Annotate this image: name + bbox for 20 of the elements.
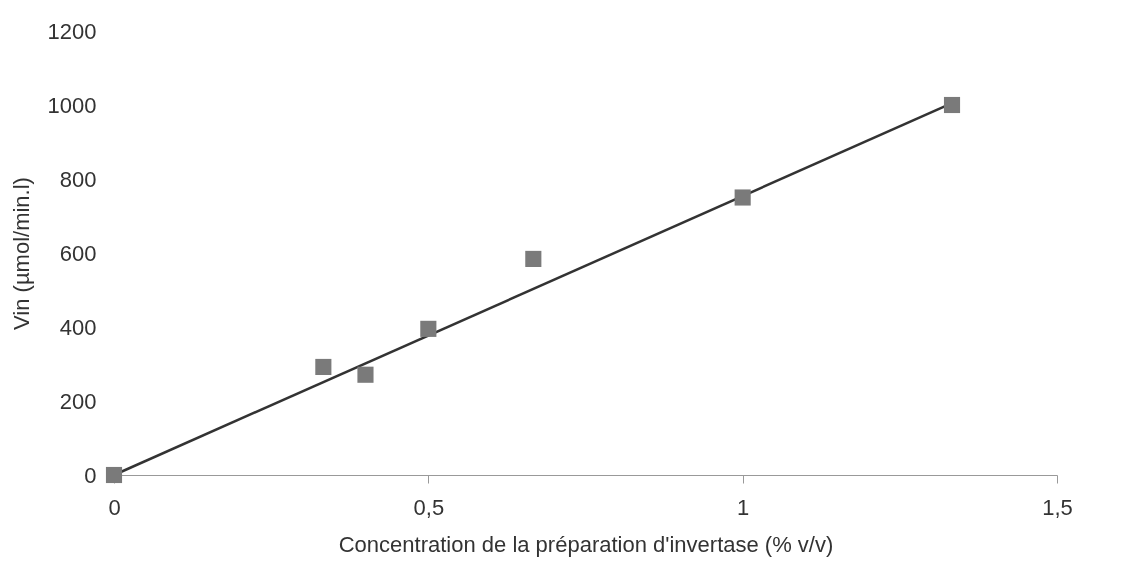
y-axis-title: Vin (µmol/min.l)	[8, 177, 34, 330]
point	[315, 358, 332, 376]
y-tick-label: 1200	[47, 18, 97, 44]
y-tick-label: 0	[84, 462, 97, 488]
x-tick-label: 1,5	[1042, 494, 1073, 520]
x-tick-label: 0,5	[413, 494, 445, 520]
x-tick-label: 1	[737, 494, 750, 520]
point	[734, 189, 751, 206]
y-tick-label: 400	[59, 314, 97, 340]
x-tick-label: 0	[108, 494, 121, 520]
y-tick-label: 200	[59, 388, 97, 414]
x-axis-title: Concentration de la préparation d'invertase (% v/v)	[338, 531, 834, 557]
point	[525, 250, 542, 267]
y-tick-label: 600	[59, 240, 97, 266]
point	[420, 320, 437, 337]
point	[357, 366, 374, 383]
point	[943, 96, 961, 114]
y-tick-label: 800	[59, 166, 97, 192]
y-tick-label: 1000	[47, 92, 97, 118]
point	[105, 466, 123, 484]
